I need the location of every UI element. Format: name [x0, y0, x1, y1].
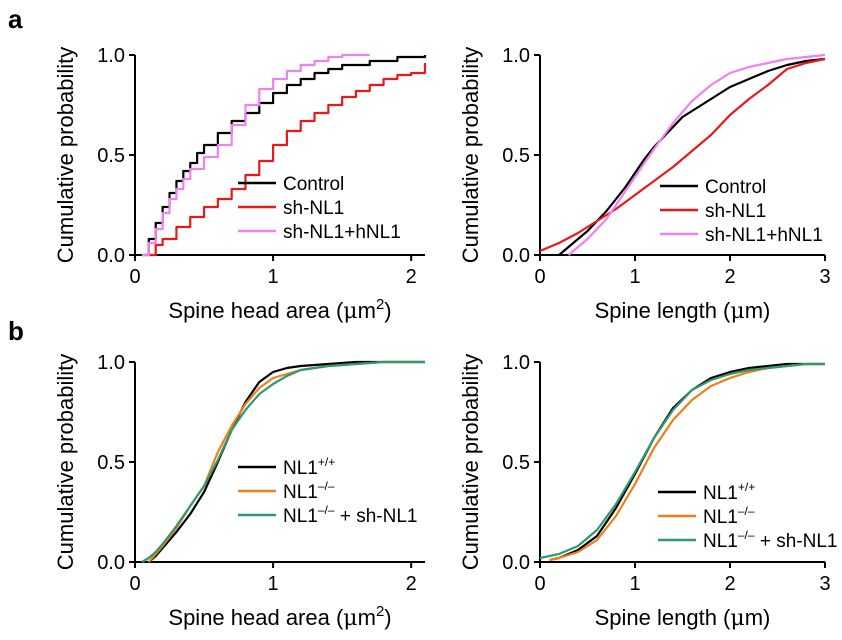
- series-line-2: [539, 57, 826, 253]
- legend-label-tail: + sh-NL1: [335, 506, 418, 527]
- legend-label-main: NL1: [283, 458, 318, 479]
- x-tick-label: 3: [819, 266, 830, 288]
- x-axis-title: Spine length (μm): [595, 605, 771, 631]
- y-axis-title: Cumulative probability: [458, 354, 483, 570]
- legend-label-main: NL1: [703, 483, 738, 504]
- y-tick-label: 0.0: [502, 245, 530, 267]
- x-tick-label: 2: [406, 573, 417, 595]
- x-axis-title-main: Spine length (: [595, 298, 731, 323]
- chart-4: 0 1 2 3 0.0 0.5 1.0 Cumulative probability Spine…: [458, 352, 837, 631]
- legend-label-sup: –/–: [318, 479, 335, 493]
- x-tick-label: 2: [724, 266, 735, 288]
- y-axis-title: Cumulative probability: [53, 354, 78, 570]
- series-line-2: [148, 63, 427, 257]
- x-axis-title-mu: μ: [730, 606, 744, 631]
- x-tick-label: 1: [268, 266, 279, 288]
- legend-entry-2: NL1–/–: [283, 479, 335, 503]
- legend-label: Control: [283, 174, 344, 195]
- panel-label-b: b: [8, 316, 24, 346]
- legend-label-main: NL1: [283, 482, 318, 503]
- x-tick-label: 0: [129, 573, 140, 595]
- y-axis-title: Cumulative probability: [53, 47, 78, 263]
- legend-entry-2: sh-NL1: [283, 198, 344, 219]
- legend-entry-2: NL1–/–: [703, 504, 755, 528]
- x-tick-label: 0: [534, 573, 545, 595]
- x-axis-title-main: Spine head area (: [168, 605, 344, 630]
- legend-label-sup: +/+: [318, 455, 335, 469]
- y-tick-label: 0.5: [502, 145, 530, 167]
- y-tick-label: 1.0: [502, 45, 530, 67]
- x-axis-title-mu: μ: [730, 299, 744, 324]
- x-axis-title-mu: μ: [343, 299, 357, 324]
- x-axis-title-close: ): [384, 298, 391, 323]
- legend-label-sup: +/+: [738, 480, 755, 494]
- legend-label: sh-NL1: [705, 201, 766, 222]
- chart-2: 0 1 2 3 0.0 0.5 1.0 Cumulative probability Spine…: [458, 45, 831, 324]
- x-tick-label: 0: [129, 266, 140, 288]
- x-tick-label: 0: [534, 266, 545, 288]
- chart-3: 0 1 2 0.0 0.5 1.0 Cumulative probability Spine …: [53, 352, 425, 631]
- legend-entry-1: NL1+/+: [283, 455, 335, 479]
- y-tick-label: 1.0: [502, 352, 530, 374]
- y-tick-label: 0.5: [502, 452, 530, 474]
- x-axis-title-unit: m): [745, 605, 771, 630]
- x-axis-title-main: Spine length (: [595, 605, 731, 630]
- legend-label-main: NL1: [283, 506, 318, 527]
- x-axis-title-main: Spine head area (: [168, 298, 344, 323]
- y-tick-label: 0.0: [502, 552, 530, 574]
- legend-label-main: NL1: [703, 531, 738, 552]
- x-tick-label: 2: [406, 266, 417, 288]
- series-line-3: [141, 53, 370, 257]
- x-axis-title-unit: m: [358, 605, 376, 630]
- x-axis-title: Spine head area (μm2): [168, 296, 391, 324]
- legend-label-main: NL1: [703, 507, 738, 528]
- legend-label-sup: –/–: [318, 503, 335, 517]
- x-tick-label: 2: [724, 573, 735, 595]
- series-line-3: [539, 362, 825, 560]
- x-axis-title-unit: m): [745, 298, 771, 323]
- panel-label-a: a: [8, 4, 23, 34]
- legend-entry-1: NL1+/+: [703, 480, 755, 504]
- legend-entry-3: sh-NL1+hNL1: [283, 222, 401, 243]
- x-axis-title-mu: μ: [343, 606, 357, 631]
- legend-label-tail: + sh-NL1: [755, 531, 838, 552]
- legend-label: sh-NL1+hNL1: [705, 225, 823, 246]
- charts-group: 0 1 2 0.0 0.5 1.0 Cumulative probability Spine …: [53, 45, 837, 631]
- series-line-1: [148, 360, 425, 563]
- y-tick-label: 0.0: [97, 245, 125, 267]
- legend-label: Control: [705, 177, 766, 198]
- legend-label-sup: –/–: [738, 528, 755, 542]
- legend-label: sh-NL1+hNL1: [283, 222, 401, 243]
- legend-entry-3: NL1–/– + sh-NL1: [283, 503, 417, 527]
- y-tick-label: 1.0: [97, 45, 125, 67]
- x-axis-title: Spine length (μm): [595, 298, 771, 324]
- x-tick-label: 3: [819, 573, 830, 595]
- x-tick-label: 1: [629, 573, 640, 595]
- x-axis-title-unit: m: [358, 298, 376, 323]
- legend-label-sup: –/–: [738, 504, 755, 518]
- y-axis-title: Cumulative probability: [458, 47, 483, 263]
- y-tick-label: 0.0: [97, 552, 125, 574]
- chart-1: 0 1 2 0.0 0.5 1.0 Cumulative probability Spine …: [53, 45, 427, 324]
- series-line-3: [567, 53, 826, 256]
- y-tick-label: 0.5: [97, 145, 125, 167]
- x-axis-title-close: ): [384, 605, 391, 630]
- y-tick-label: 1.0: [97, 352, 125, 374]
- x-tick-label: 1: [629, 266, 640, 288]
- legend-entry-3: sh-NL1+hNL1: [705, 225, 823, 246]
- x-axis-title-sup: 2: [376, 296, 384, 313]
- x-axis-title: Spine head area (μm2): [168, 603, 391, 631]
- legend-entry-1: Control: [705, 177, 766, 198]
- legend-entry-2: sh-NL1: [705, 201, 766, 222]
- legend-label: sh-NL1: [283, 198, 344, 219]
- x-axis-title-sup: 2: [376, 603, 384, 620]
- legend-entry-1: Control: [283, 174, 344, 195]
- x-tick-label: 1: [268, 573, 279, 595]
- y-tick-label: 0.5: [97, 452, 125, 474]
- legend-entry-3: NL1–/– + sh-NL1: [703, 528, 837, 552]
- series-line-3: [141, 360, 425, 563]
